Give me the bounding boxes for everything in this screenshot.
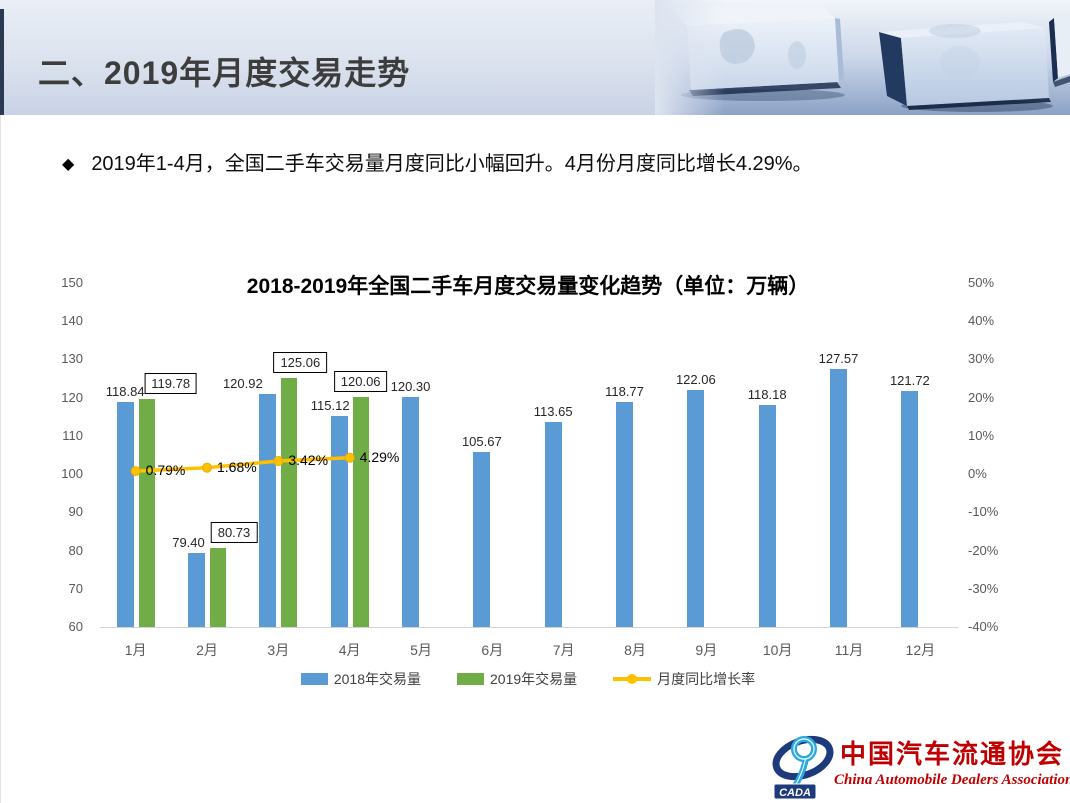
secondary-y-axis-tick: -10% bbox=[968, 504, 999, 520]
secondary-y-axis-tick: -30% bbox=[968, 580, 999, 596]
bar-value-label: 118.84 bbox=[105, 384, 145, 400]
bar-value-label: 122.06 bbox=[675, 371, 716, 387]
slide-header: 二、2019年月度交易走势 bbox=[0, 0, 1070, 115]
y-axis-tick: 130 bbox=[61, 351, 83, 367]
chart-title: 2018-2019年全国二手车月度交易量变化趋势（单位：万辆） bbox=[246, 275, 810, 298]
legend-item: 月度同比增长率 bbox=[613, 669, 755, 689]
y-axis-tick: 140 bbox=[61, 313, 83, 329]
legend-bar-swatch bbox=[457, 673, 484, 685]
bar-2019 bbox=[138, 398, 155, 627]
bar-2018 bbox=[830, 368, 847, 627]
secondary-y-axis-tick: 40% bbox=[968, 313, 995, 329]
secondary-y-axis-tick: -40% bbox=[968, 619, 999, 634]
legend-label: 月度同比增长率 bbox=[657, 671, 756, 687]
x-axis-label: 10月 bbox=[762, 642, 793, 658]
legend-item: 2018年交易量 bbox=[300, 669, 421, 689]
bar-2018 bbox=[687, 389, 705, 627]
bar-value-label-boxed: 80.73 bbox=[210, 521, 258, 543]
y-axis-tick: 120 bbox=[61, 389, 83, 405]
bar-2018 bbox=[758, 404, 776, 627]
y-axis-tick: 70 bbox=[68, 580, 83, 596]
bar-value-label: 120.30 bbox=[390, 378, 431, 394]
growth-rate-label: 4.29% bbox=[359, 448, 400, 465]
diamond-bullet-icon: ◆ bbox=[62, 156, 75, 173]
bar-value-label-boxed: 120.06 bbox=[333, 371, 388, 393]
secondary-y-axis-tick: 30% bbox=[968, 351, 995, 367]
legend-label: 2019年交易量 bbox=[490, 671, 578, 687]
bar-2018 bbox=[116, 402, 134, 627]
bar-value-label: 121.72 bbox=[889, 373, 930, 389]
summary-bullet: ◆ 2019年1-4月，全国二手车交易量月度同比小幅回升。4月份月度同比增长4.2… bbox=[62, 150, 1022, 179]
page-left-border bbox=[0, 0, 1, 803]
bar-2018 bbox=[616, 402, 633, 627]
page-title: 二、2019年月度交易走势 bbox=[38, 55, 411, 91]
y-axis-tick: 60 bbox=[68, 619, 83, 634]
bar-2018 bbox=[473, 452, 491, 627]
y-axis-tick: 110 bbox=[62, 427, 83, 443]
association-name-en: China Automobile Dealers Association bbox=[834, 772, 1070, 788]
x-axis-label: 2月 bbox=[196, 642, 218, 658]
legend-bar-swatch bbox=[300, 673, 328, 685]
bar-2018 bbox=[188, 552, 205, 627]
secondary-y-axis-tick: 20% bbox=[968, 389, 995, 405]
x-axis-label: 8月 bbox=[624, 642, 646, 658]
x-axis-label: 9月 bbox=[695, 642, 718, 658]
bar-2018 bbox=[544, 421, 562, 627]
y-axis-tick: 90 bbox=[68, 504, 83, 520]
growth-rate-label: 1.68% bbox=[217, 458, 257, 475]
cada-logo: CADA 中国汽车流通协会 China Automobile Dealers A… bbox=[772, 726, 1070, 800]
cada-logo-icon: CADA bbox=[772, 735, 834, 800]
bar-2019 bbox=[281, 378, 298, 627]
bar-value-label: 118.77 bbox=[605, 384, 644, 400]
bar-value-label-boxed: 125.06 bbox=[273, 352, 328, 374]
legend-line-marker bbox=[627, 674, 638, 684]
legend-label: 2018年交易量 bbox=[333, 671, 421, 687]
bar-value-label: 115.12 bbox=[310, 398, 350, 414]
growth-rate-label: 3.42% bbox=[288, 452, 329, 469]
secondary-y-axis-tick: 0% bbox=[968, 466, 987, 482]
cubes-decoration-image bbox=[655, 0, 1070, 115]
x-axis-label: 4月 bbox=[338, 642, 361, 658]
x-axis-label: 3月 bbox=[267, 642, 290, 658]
bar-value-label: 118.18 bbox=[747, 386, 787, 402]
bar-2018 bbox=[330, 416, 348, 627]
y-axis-tick: 80 bbox=[68, 542, 83, 558]
bar-2018 bbox=[901, 391, 919, 627]
cada-acronym: CADA bbox=[779, 787, 811, 799]
bar-value-label: 127.57 bbox=[818, 350, 859, 366]
legend-line-swatch bbox=[613, 674, 652, 684]
growth-rate-label: 0.79% bbox=[145, 462, 186, 479]
secondary-y-axis-tick: 10% bbox=[968, 427, 995, 443]
association-name-cn: 中国汽车流通协会 bbox=[840, 739, 1065, 769]
x-axis-label: 7月 bbox=[552, 642, 575, 658]
x-axis-label: 12月 bbox=[905, 642, 936, 658]
x-axis-label: 6月 bbox=[481, 642, 504, 658]
y-axis-tick: 150 bbox=[61, 275, 83, 290]
bar-value-label: 120.92 bbox=[222, 376, 263, 392]
x-axis-label: 5月 bbox=[410, 642, 432, 658]
bar-value-label: 105.67 bbox=[461, 434, 502, 450]
chart-legend: 2018年交易量 2019年交易量 月度同比增长率 bbox=[100, 669, 956, 689]
y-axis-tick: 100 bbox=[61, 466, 83, 482]
bar-2019 bbox=[352, 397, 369, 627]
bar-value-label-boxed: 119.78 bbox=[144, 372, 198, 394]
bar-2018 bbox=[402, 396, 419, 627]
x-axis-line bbox=[100, 627, 958, 628]
bar-2018 bbox=[259, 394, 277, 627]
summary-text: 2019年1-4月，全国二手车交易量月度同比小幅回升。4月份月度同比增长4.29… bbox=[91, 153, 813, 175]
line-marker bbox=[202, 462, 212, 473]
bar-2019 bbox=[210, 547, 226, 627]
secondary-y-axis-tick: -20% bbox=[968, 542, 999, 558]
bar-value-label: 113.65 bbox=[533, 403, 573, 419]
bar-value-label: 79.40 bbox=[172, 534, 205, 550]
secondary-y-axis-tick: 50% bbox=[968, 275, 995, 290]
legend-item: 2019年交易量 bbox=[457, 669, 577, 689]
x-axis-label: 11月 bbox=[834, 642, 864, 658]
x-axis-label: 1月 bbox=[124, 642, 147, 658]
header-accent-strip bbox=[0, 9, 4, 115]
